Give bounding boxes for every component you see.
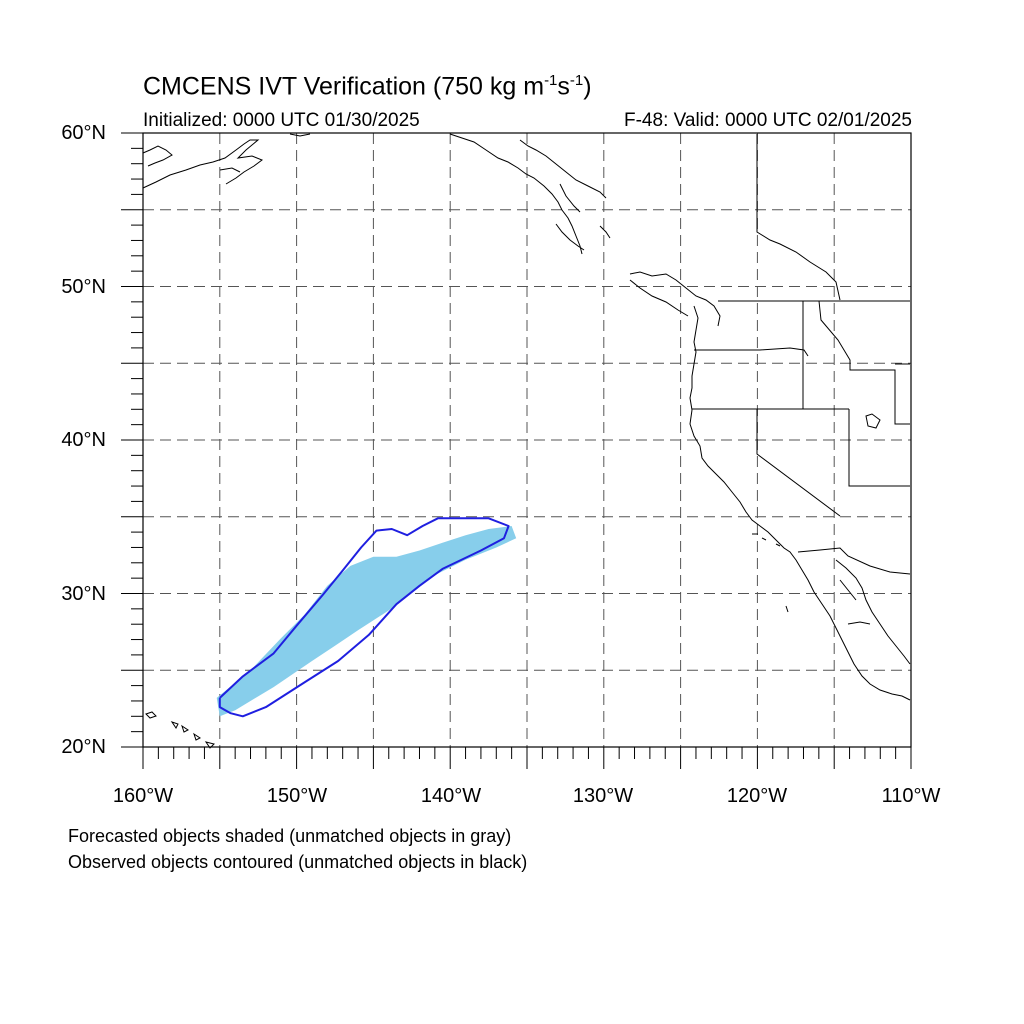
lat-tick-label: 60°N: [61, 122, 106, 144]
lat-tick-label: 40°N: [61, 429, 106, 451]
lat-tick-label: 30°N: [61, 583, 106, 605]
lon-tick-label: 120°W: [726, 785, 788, 807]
initialized-time: Initialized: 0000 UTC 01/30/2025: [143, 110, 420, 131]
forecast-object-shaded: [216, 526, 517, 717]
lat-tick-label: 20°N: [61, 736, 106, 758]
observed-legend-note: Observed objects contoured (unmatched ob…: [68, 852, 528, 872]
coastlines-and-borders: [142, 133, 911, 749]
state-borders: [692, 134, 910, 517]
valid-time: F-48: Valid: 0000 UTC 02/01/2025: [624, 110, 912, 131]
channel-islands: [752, 533, 789, 613]
lon-tick-label: 150°W: [266, 785, 328, 807]
lon-tick-label: 140°W: [420, 785, 482, 807]
forecast-legend-note: Forecasted objects shaded (unmatched obj…: [68, 826, 512, 846]
great-salt-lake: [865, 413, 881, 429]
mexico-interior-borders: [839, 579, 871, 625]
lat-lon-grid: [143, 133, 911, 747]
hawaii-islands: [145, 711, 215, 749]
chart-title: CMCENS IVT Verification (750 kg m-1s-1): [143, 72, 592, 101]
lat-tick-label: 50°N: [61, 276, 106, 298]
lon-tick-label: 130°W: [572, 785, 634, 807]
lon-tick-label: 160°W: [112, 785, 174, 807]
pacific-northwest-coastline: [599, 225, 721, 411]
axis-ticks: [121, 132, 912, 769]
alaska-coastline: [142, 133, 607, 255]
observed-object-contour: [218, 517, 510, 718]
us-west-coastline: [689, 409, 911, 701]
map-frame: [142, 132, 912, 748]
us-mexico-border: [797, 547, 911, 575]
lon-tick-label: 110°W: [881, 785, 941, 807]
gulf-of-california-coastline: [835, 559, 911, 665]
